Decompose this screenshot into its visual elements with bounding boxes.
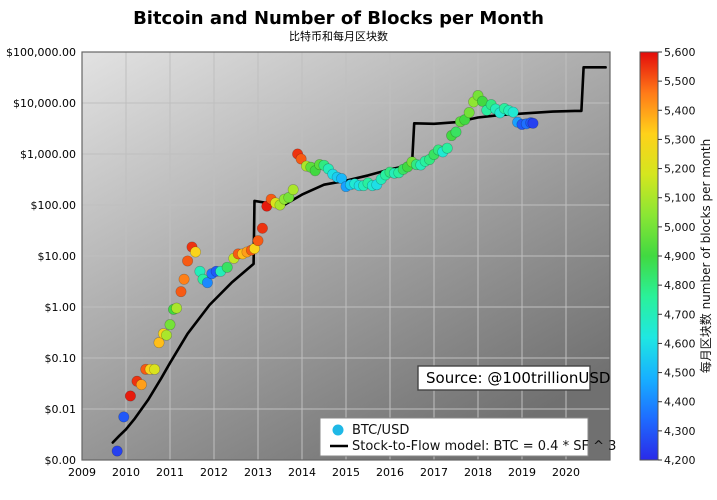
scatter-point: [508, 107, 518, 117]
svg-text:2009: 2009: [68, 466, 96, 479]
colorbar: [640, 52, 658, 460]
svg-text:$100.00: $100.00: [31, 199, 77, 212]
svg-text:2012: 2012: [200, 466, 228, 479]
scatter-point: [149, 364, 159, 374]
svg-text:2020: 2020: [552, 466, 580, 479]
colorbar-tick: 5,100: [664, 192, 696, 205]
colorbar-label: 每月区块数 number of blocks per month: [698, 139, 713, 373]
scatter-point: [190, 247, 200, 257]
legend-label: Stock-to-Flow model: BTC = 0.4 * SF ^ 3: [352, 439, 616, 454]
source-text: Source: @100trillionUSD: [426, 369, 610, 387]
scatter-point: [112, 446, 122, 456]
svg-text:$100,000.00: $100,000.00: [6, 46, 76, 59]
svg-text:$0.01: $0.01: [45, 403, 77, 416]
svg-text:2018: 2018: [464, 466, 492, 479]
colorbar-tick: 4,300: [664, 425, 696, 438]
scatter-point: [161, 330, 171, 340]
chart-svg: Bitcoin and Number of Blocks per Month比特…: [0, 0, 717, 500]
scatter-point: [528, 118, 538, 128]
svg-text:2013: 2013: [244, 466, 272, 479]
svg-text:$0.00: $0.00: [45, 454, 77, 467]
svg-text:$1.00: $1.00: [45, 301, 77, 314]
colorbar-tick: 4,400: [664, 396, 696, 409]
scatter-point: [165, 319, 175, 329]
colorbar-tick: 5,200: [664, 163, 696, 176]
colorbar-tick: 5,000: [664, 221, 696, 234]
scatter-point: [136, 379, 146, 389]
scatter-point: [179, 274, 189, 284]
scatter-point: [119, 412, 129, 422]
colorbar-tick: 5,400: [664, 104, 696, 117]
colorbar-tick: 5,300: [664, 133, 696, 146]
colorbar-tick: 4,600: [664, 337, 696, 350]
svg-text:2016: 2016: [376, 466, 404, 479]
scatter-point: [288, 184, 298, 194]
svg-text:$1,000.00: $1,000.00: [20, 148, 76, 161]
colorbar-tick: 4,800: [664, 279, 696, 292]
scatter-point: [464, 107, 474, 117]
scatter-point: [171, 303, 181, 313]
scatter-point: [176, 286, 186, 296]
scatter-point: [222, 262, 232, 272]
scatter-point: [442, 143, 452, 153]
scatter-point: [125, 391, 135, 401]
colorbar-tick: 4,900: [664, 250, 696, 263]
scatter-point: [257, 223, 267, 233]
colorbar-tick: 4,700: [664, 308, 696, 321]
svg-text:2014: 2014: [288, 466, 316, 479]
colorbar-tick: 4,500: [664, 367, 696, 380]
svg-text:$0.10: $0.10: [45, 352, 77, 365]
svg-text:2019: 2019: [508, 466, 536, 479]
svg-text:2017: 2017: [420, 466, 448, 479]
svg-text:$10,000.00: $10,000.00: [13, 97, 76, 110]
legend-marker-icon: [333, 425, 344, 436]
scatter-point: [451, 127, 461, 137]
colorbar-tick: 5,500: [664, 75, 696, 88]
legend-label: BTC/USD: [352, 423, 409, 438]
svg-text:比特币和每月区块数: 比特币和每月区块数: [289, 29, 388, 43]
svg-text:$10.00: $10.00: [38, 250, 77, 263]
svg-text:2011: 2011: [156, 466, 184, 479]
svg-text:2010: 2010: [112, 466, 140, 479]
scatter-point: [182, 256, 192, 266]
svg-text:Bitcoin and Number of Blocks p: Bitcoin and Number of Blocks per Month: [133, 8, 544, 29]
colorbar-tick: 5,600: [664, 46, 696, 59]
colorbar-tick: 4,200: [664, 454, 696, 467]
svg-text:2015: 2015: [332, 466, 360, 479]
scatter-point: [253, 235, 263, 245]
